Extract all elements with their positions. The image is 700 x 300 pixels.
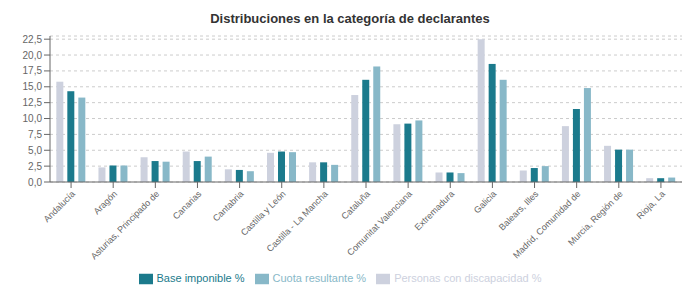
svg-text:17,5: 17,5 (23, 65, 43, 76)
html-text:Cuota resultante %: Cuota resultante % (272, 272, 367, 284)
html-text:Personas con discapacidad %: Personas con discapacidad % (394, 272, 542, 284)
svg-text:22,5: 22,5 (23, 34, 43, 45)
svg-text:Rioja, La: Rioja, La (635, 189, 667, 221)
svg-text:Balears, Illes: Balears, Illes (497, 189, 541, 233)
svg-text:Andalucía: Andalucía (42, 189, 77, 224)
svg-text:Murcia, Región de: Murcia, Región de (566, 189, 625, 248)
svg-text:Extremadura: Extremadura (413, 189, 457, 233)
svg-text:Cantabria: Cantabria (211, 189, 246, 224)
html-text:Distribuciones en la categoría: Distribuciones en la categoría de declar… (210, 11, 490, 26)
svg-text:0,0: 0,0 (28, 177, 42, 188)
svg-text:Canarias: Canarias (171, 189, 204, 222)
svg-text:Castilla y León: Castilla y León (238, 188, 288, 238)
svg-text:15,0: 15,0 (23, 81, 43, 92)
svg-text:Asturias, Principado de: Asturias, Principado de (89, 189, 162, 262)
svg-text:10,0: 10,0 (23, 113, 43, 124)
svg-text:20,0: 20,0 (23, 50, 43, 61)
html-text:Base imponible %: Base imponible % (156, 272, 245, 284)
svg-text:Madrid, Comunidad de: Madrid, Comunidad de (511, 189, 582, 260)
svg-text:Comunitat Valenciana: Comunitat Valenciana (345, 189, 414, 258)
svg-text:Castilla - La Mancha: Castilla - La Mancha (265, 189, 330, 254)
svg-text:Aragón: Aragón (92, 189, 120, 217)
svg-text:Cataluña: Cataluña (339, 189, 372, 222)
svg-text:2,5: 2,5 (28, 161, 42, 172)
svg-text:5,0: 5,0 (28, 145, 42, 156)
svg-text:Galicia: Galicia (472, 189, 499, 216)
svg-text:12,5: 12,5 (23, 97, 43, 108)
svg-text:7,5: 7,5 (28, 129, 42, 140)
